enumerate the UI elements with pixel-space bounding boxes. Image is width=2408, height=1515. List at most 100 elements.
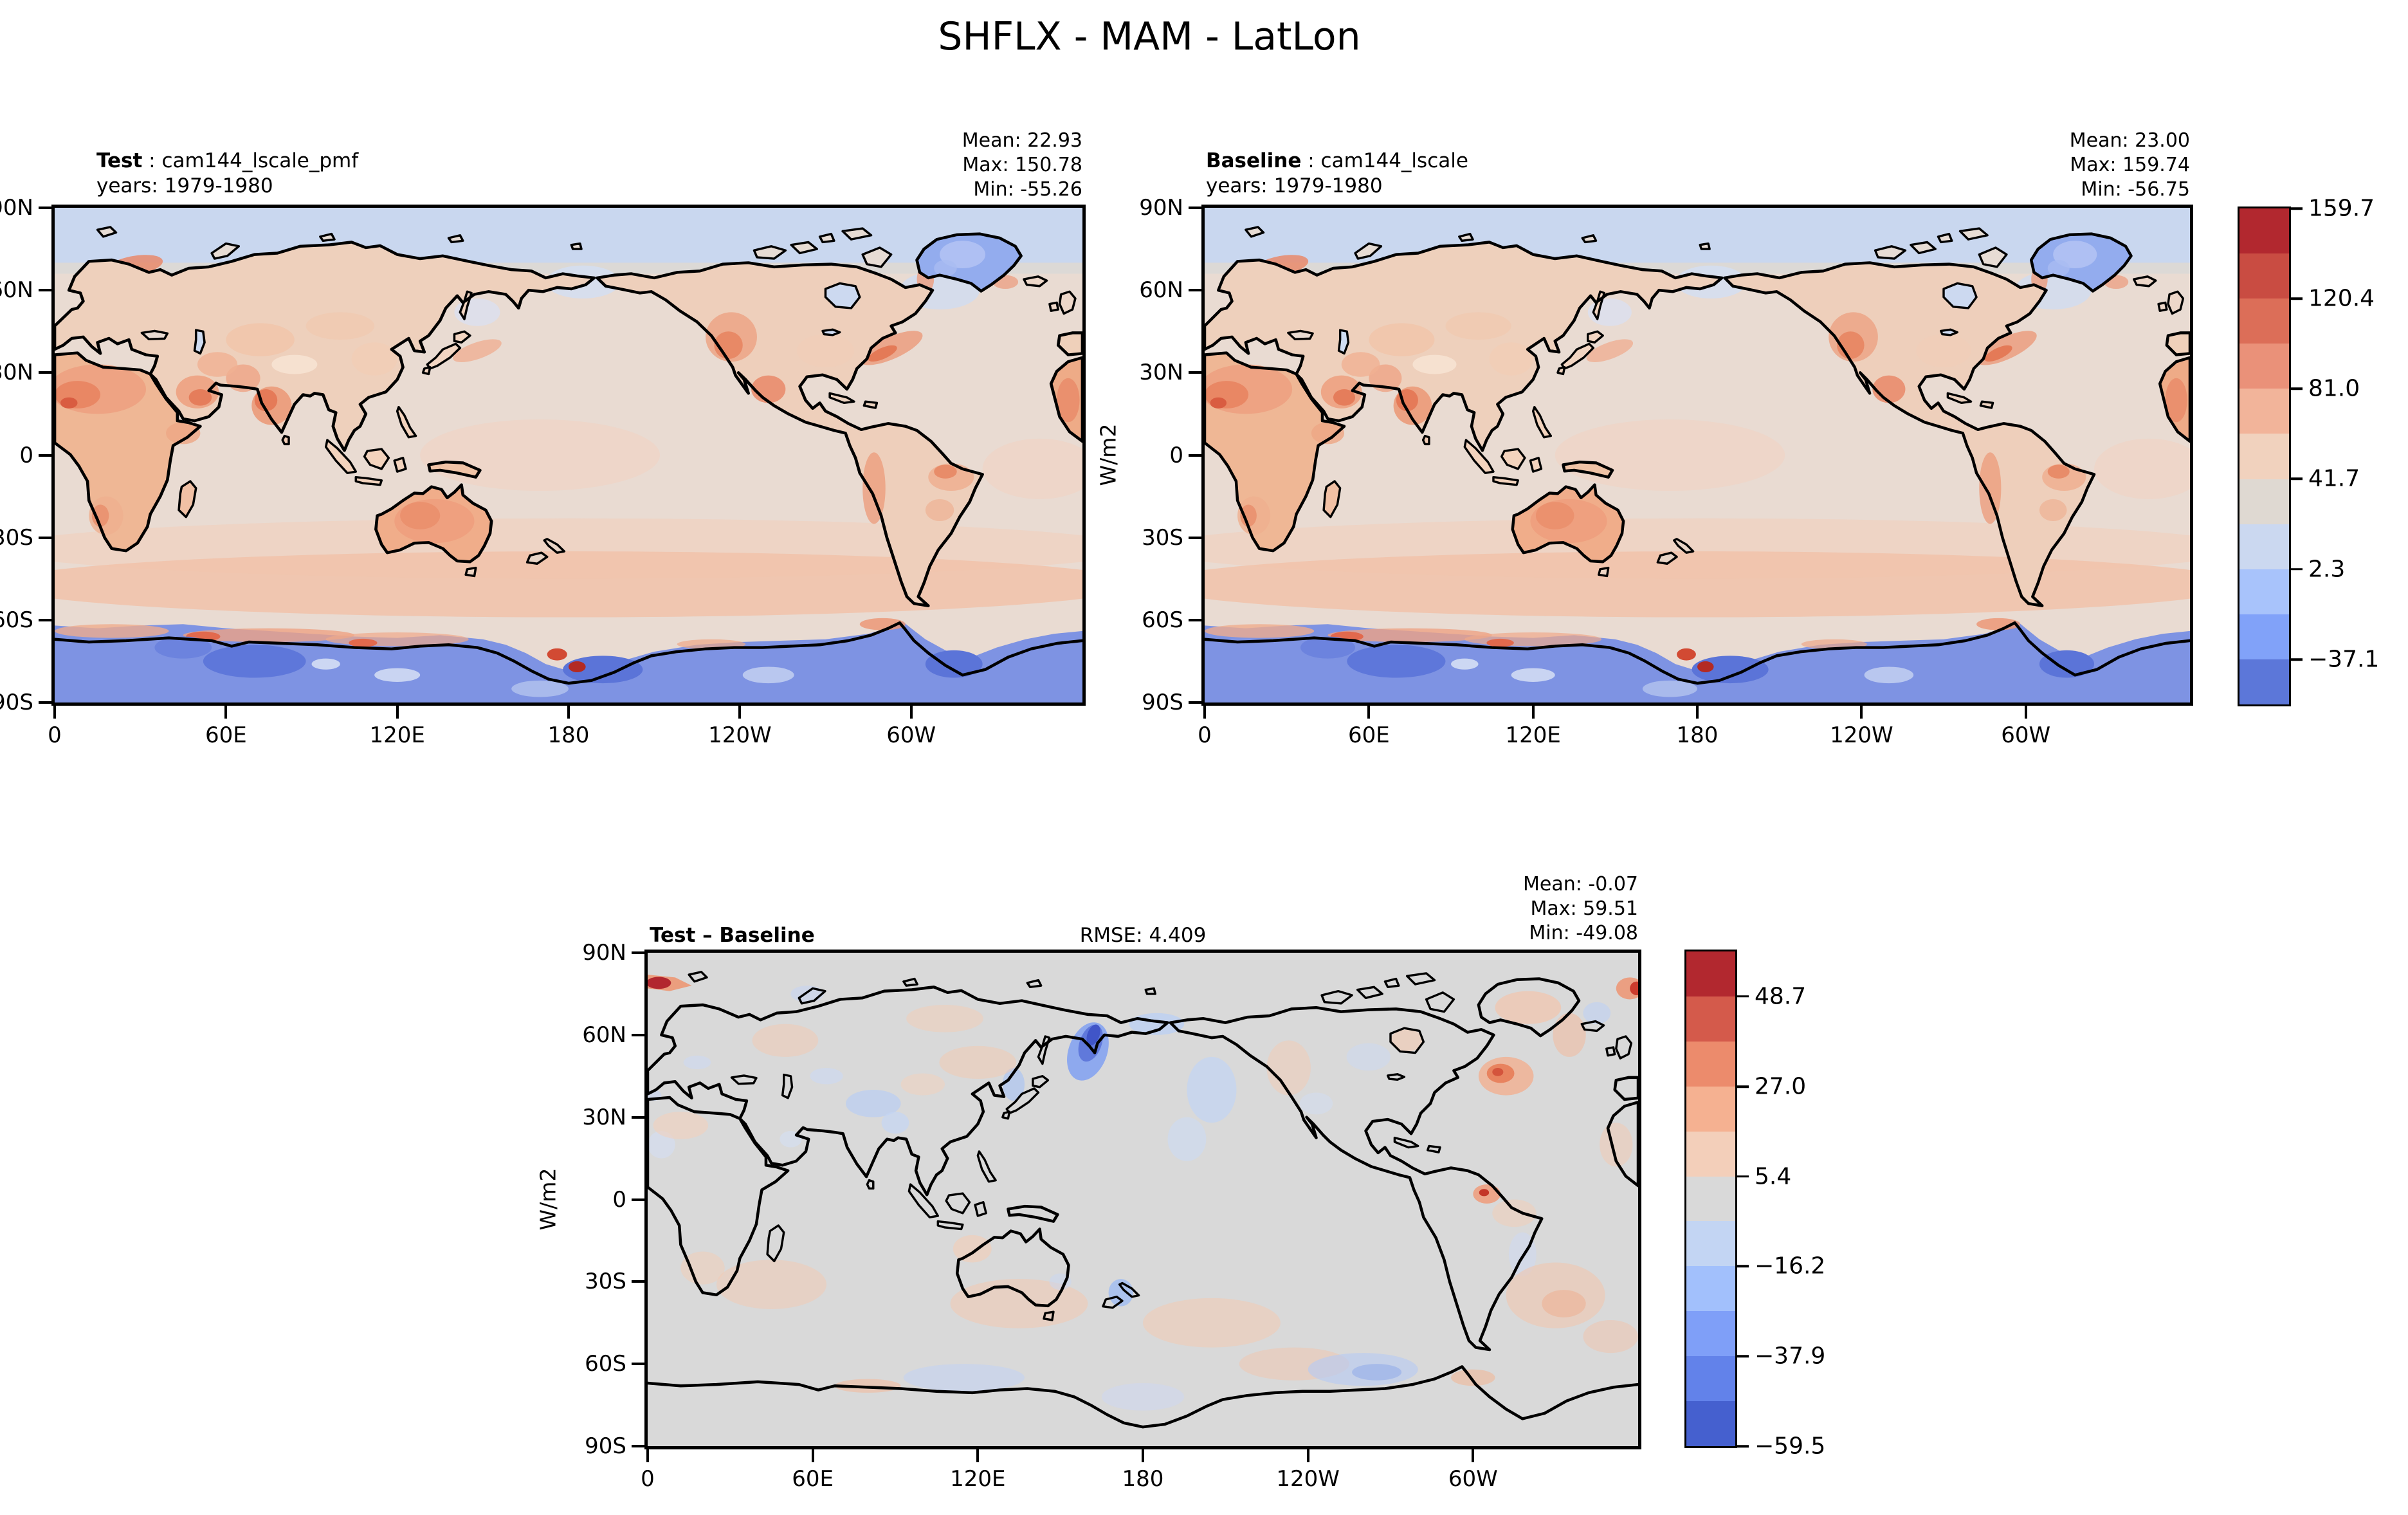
colorbar-tick-mark bbox=[1737, 995, 1749, 998]
colorbar-tick-label: 27.0 bbox=[1755, 1073, 1807, 1100]
baseline-max: Max: 159.74 bbox=[2070, 154, 2190, 176]
lon-tick-mark bbox=[2024, 706, 2027, 719]
test-max: Max: 150.78 bbox=[962, 154, 1082, 176]
baseline-map-axes: 90N 60N 30N 0 30S 60S 90S 0 60E 120E 180 120W 60W bbox=[1139, 195, 2193, 748]
lon-tick-label: 120W bbox=[708, 722, 772, 748]
baseline-stats: Mean: 23.00 Max: 159.74 Min: -56.75 bbox=[1804, 129, 2190, 202]
lat-tick-label: 90S bbox=[0, 690, 33, 715]
test-min: Min: -55.26 bbox=[973, 178, 1082, 201]
colorbar-segment bbox=[2239, 253, 2289, 299]
lat-tick-label: 0 bbox=[612, 1186, 626, 1213]
colorbar-tick-mark bbox=[2291, 568, 2303, 571]
lat-tick-mark bbox=[1189, 371, 1201, 374]
colorbar-tick-label: 48.7 bbox=[1755, 983, 1807, 1010]
colorbar-segment bbox=[2239, 208, 2289, 254]
lat-tick-mark bbox=[632, 1445, 644, 1447]
lat-tick-mark bbox=[1189, 701, 1201, 704]
diff-label: Test – Baseline bbox=[650, 924, 815, 947]
lat-tick-label: 0 bbox=[19, 442, 33, 468]
colorbar-tick-mark bbox=[2291, 477, 2303, 481]
lon-tick-label: 180 bbox=[1122, 1466, 1164, 1492]
lon-tick-label: 60W bbox=[2001, 722, 2051, 748]
colorbar-tick-label: 120.4 bbox=[2308, 285, 2375, 312]
lat-tick-mark bbox=[632, 951, 644, 954]
lat-tick-mark bbox=[39, 618, 51, 621]
colorbar-segment bbox=[1686, 951, 1735, 996]
lon-tick-label: 60E bbox=[792, 1466, 834, 1492]
colorbar-tick-mark bbox=[1737, 1445, 1749, 1447]
lat-tick-label: 90S bbox=[1142, 690, 1183, 715]
lat-tick-label: 90S bbox=[585, 1433, 626, 1459]
lon-tick-mark bbox=[224, 706, 228, 719]
lat-tick-mark bbox=[39, 289, 51, 292]
lat-tick-mark bbox=[39, 371, 51, 374]
diff-ylabel: W/m2 bbox=[535, 1168, 561, 1231]
lon-tick-label: 120W bbox=[1830, 722, 1893, 748]
colorbar-tick-label: 159.7 bbox=[2308, 195, 2375, 222]
colorbar-segment bbox=[2239, 569, 2289, 614]
lon-tick-label: 0 bbox=[641, 1466, 655, 1492]
colorbar-segment bbox=[2239, 524, 2289, 569]
test-label: Test bbox=[96, 149, 143, 172]
diff-map-axes: 90N 60N 30N 0 30S 60S 90S 0 60E 120E 180 120W 60W bbox=[582, 940, 1641, 1492]
test-stats: Mean: 22.93 Max: 150.78 Min: -55.26 bbox=[697, 129, 1082, 202]
colorbar-top: 159.7 120.4 81.0 41.7 2.3 −37.1 bbox=[2238, 196, 2379, 706]
lat-tick-mark bbox=[632, 1116, 644, 1119]
lon-tick-mark bbox=[396, 706, 399, 719]
diff-mean: Mean: -0.07 bbox=[1522, 873, 1638, 895]
lat-tick-label: 60N bbox=[582, 1022, 626, 1048]
colorbar-segment bbox=[2239, 344, 2289, 389]
lon-tick-label: 120W bbox=[1276, 1466, 1340, 1492]
lon-tick-mark bbox=[1367, 706, 1371, 719]
colorbar-segment bbox=[1686, 1401, 1735, 1446]
lat-tick-label: 0 bbox=[1169, 442, 1183, 468]
lat-tick-label: 60S bbox=[1142, 607, 1183, 633]
baseline-mean: Mean: 23.00 bbox=[2069, 129, 2190, 152]
colorbar-tick-label: 81.0 bbox=[2308, 375, 2360, 402]
lon-tick-label: 60W bbox=[1448, 1466, 1498, 1492]
baseline-map bbox=[1205, 208, 2190, 702]
baseline-years: years: 1979-1980 bbox=[1206, 174, 1383, 197]
lat-tick-mark bbox=[39, 701, 51, 704]
diff-stats: Mean: -0.07 Max: 59.51 Min: -49.08 bbox=[1252, 872, 1638, 946]
lat-tick-mark bbox=[632, 1033, 644, 1036]
lat-tick-label: 30S bbox=[0, 524, 33, 551]
colorbar-segment bbox=[1686, 1041, 1735, 1087]
lon-tick-mark bbox=[53, 706, 56, 719]
colorbar-segment bbox=[2239, 659, 2289, 705]
test-years: years: 1979-1980 bbox=[96, 174, 273, 197]
diff-min: Min: -49.08 bbox=[1529, 922, 1638, 944]
lon-tick-mark bbox=[976, 1449, 980, 1462]
colorbar-segment bbox=[1686, 1266, 1735, 1312]
colorbar-tick-mark bbox=[1737, 1265, 1749, 1267]
lon-tick-mark bbox=[1203, 706, 1206, 719]
lon-tick-label: 120E bbox=[950, 1466, 1006, 1492]
colorbar-tick-label: −16.2 bbox=[1755, 1253, 1826, 1280]
lat-tick-mark bbox=[39, 454, 51, 457]
lon-tick-mark bbox=[1860, 706, 1863, 719]
lon-tick-mark bbox=[1531, 706, 1535, 719]
colorbar-segment bbox=[2239, 298, 2289, 344]
test-map bbox=[55, 208, 1082, 702]
colorbar-tick-label: 2.3 bbox=[2308, 556, 2346, 583]
lat-tick-mark bbox=[1189, 207, 1201, 209]
colorbar-segment bbox=[1686, 1176, 1735, 1222]
baseline-label: Baseline bbox=[1206, 149, 1302, 172]
lat-tick-label: 90N bbox=[1139, 195, 1183, 221]
colorbar-tick-mark bbox=[2291, 387, 2303, 390]
lon-tick-label: 0 bbox=[1198, 722, 1212, 748]
colorbar-tick-mark bbox=[1737, 1085, 1749, 1088]
lat-tick-label: 30N bbox=[0, 360, 33, 386]
lat-tick-label: 60N bbox=[1139, 277, 1183, 304]
lat-tick-mark bbox=[1189, 289, 1201, 292]
colorbar-tick-mark bbox=[2291, 297, 2303, 300]
lon-tick-mark bbox=[811, 1449, 814, 1462]
lon-tick-label: 120E bbox=[369, 722, 425, 748]
lon-tick-mark bbox=[1306, 1449, 1309, 1462]
lat-tick-mark bbox=[1189, 618, 1201, 621]
lon-tick-mark bbox=[646, 1449, 649, 1462]
lon-tick-mark bbox=[567, 706, 570, 719]
figure-title: SHFLX - MAM - LatLon bbox=[938, 14, 1361, 59]
lat-tick-mark bbox=[39, 207, 51, 209]
